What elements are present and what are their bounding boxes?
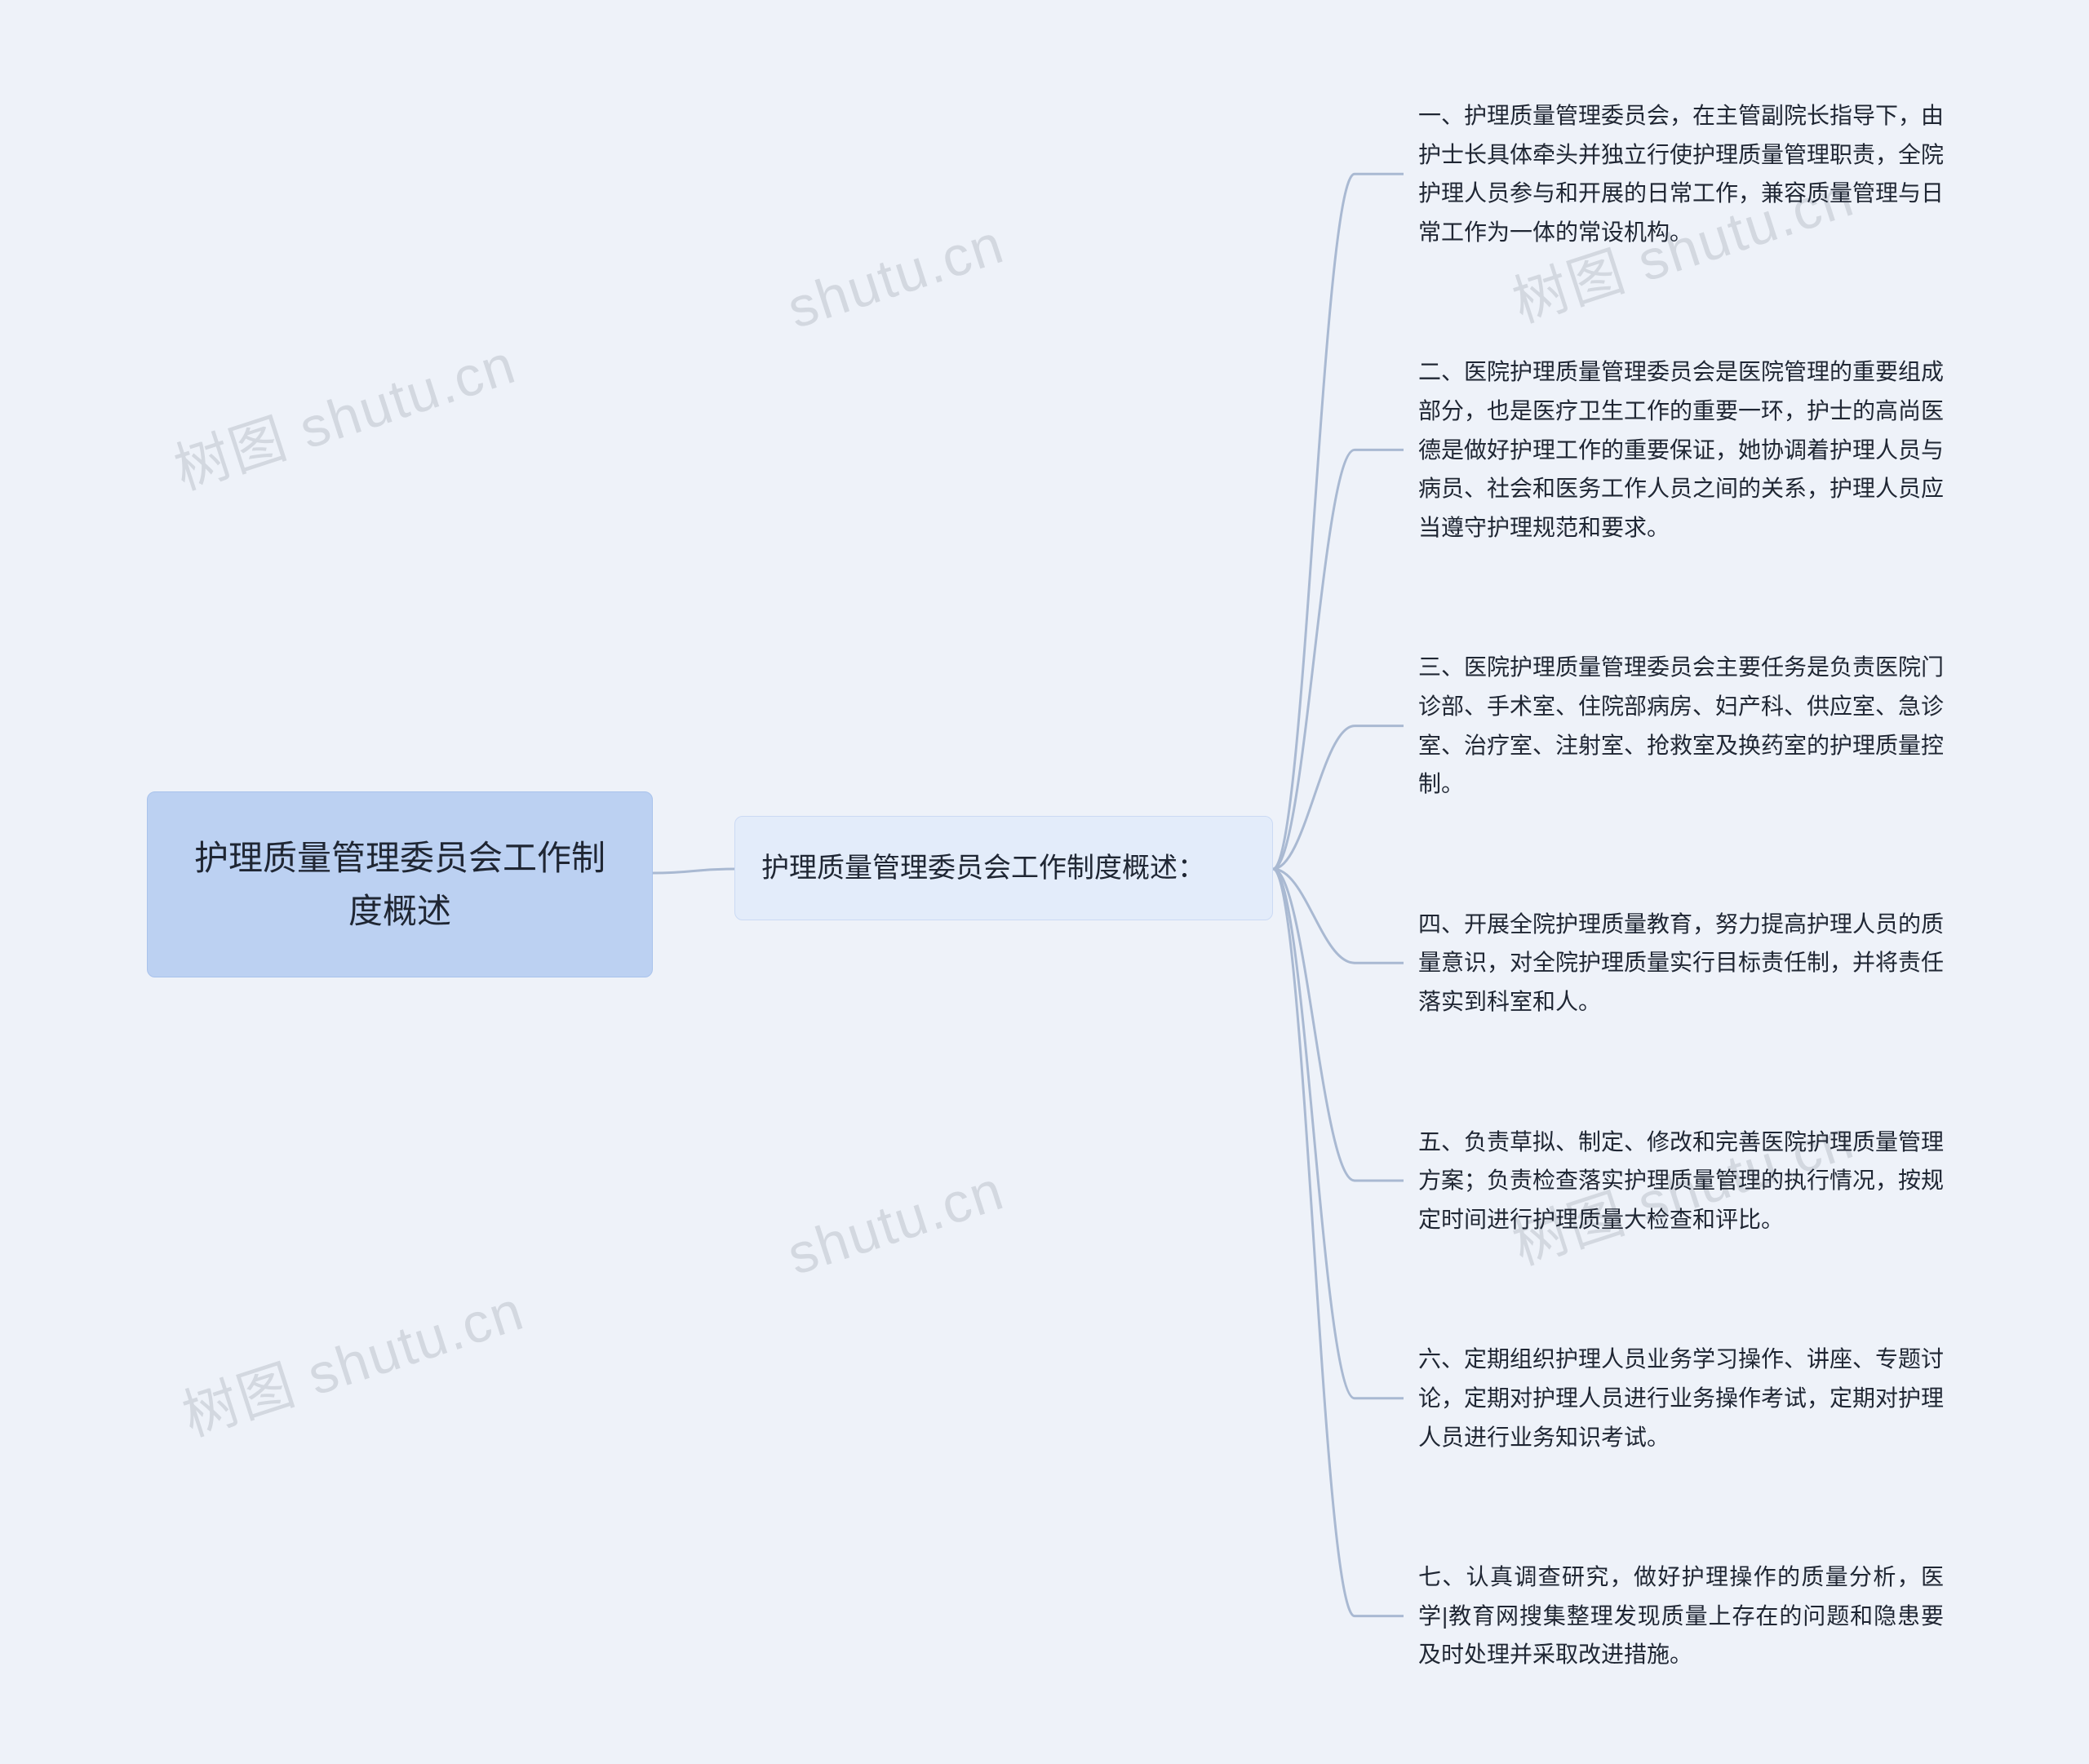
mid-node-text: 护理质量管理委员会工作制度概述： [761, 853, 1205, 884]
leaf-text: 三、医院护理质量管理委员会主要任务是负责医院门诊部、手术室、住院部病房、妇产科、… [1404, 633, 1958, 818]
leaf-node: 二、医院护理质量管理委员会是医院管理的重要组成部分，也是医疗卫生工作的重要一环，… [1404, 338, 1958, 561]
leaf-text: 六、定期组织护理人员业务学习操作、讲座、专题讨论，定期对护理人员进行业务操作考试… [1404, 1325, 1958, 1471]
root-node-text: 护理质量管理委员会工作制度概述 [194, 839, 605, 930]
mindmap-canvas: 树图 shutu.cn树图 shutu.cn树图 shutu.cn树图 shut… [0, 0, 2089, 1764]
watermark: shutu.cn [780, 1158, 1012, 1288]
root-node: 护理质量管理委员会工作制度概述 [147, 791, 653, 977]
leaf-text: 二、医院护理质量管理委员会是医院管理的重要组成部分，也是医疗卫生工作的重要一环，… [1404, 338, 1958, 561]
leaf-text: 一、护理质量管理委员会，在主管副院长指导下，由护士长具体牵头并独立行使护理质量管… [1404, 82, 1958, 266]
watermark: shutu.cn [780, 211, 1012, 341]
leaf-node: 五、负责草拟、制定、修改和完善医院护理质量管理方案；负责检查落实护理质量管理的执… [1404, 1108, 1958, 1254]
watermark: 树图 shutu.cn [162, 319, 524, 505]
leaf-text: 四、开展全院护理质量教育，努力提高护理人员的质量意识，对全院护理质量实行目标责任… [1404, 890, 1958, 1036]
leaf-text: 七、认真调查研究，做好护理操作的质量分析，医学|教育网搜集整理发现质量上存在的问… [1404, 1543, 1958, 1689]
leaf-node: 四、开展全院护理质量教育，努力提高护理人员的质量意识，对全院护理质量实行目标责任… [1404, 890, 1958, 1036]
watermark: 树图 shutu.cn [171, 1265, 532, 1452]
leaf-text: 五、负责草拟、制定、修改和完善医院护理质量管理方案；负责检查落实护理质量管理的执… [1404, 1108, 1958, 1254]
leaf-node: 七、认真调查研究，做好护理操作的质量分析，医学|教育网搜集整理发现质量上存在的问… [1404, 1543, 1958, 1689]
mid-node: 护理质量管理委员会工作制度概述： [734, 816, 1273, 920]
leaf-node: 三、医院护理质量管理委员会主要任务是负责医院门诊部、手术室、住院部病房、妇产科、… [1404, 633, 1958, 818]
leaf-node: 六、定期组织护理人员业务学习操作、讲座、专题讨论，定期对护理人员进行业务操作考试… [1404, 1325, 1958, 1471]
leaf-node: 一、护理质量管理委员会，在主管副院长指导下，由护士长具体牵头并独立行使护理质量管… [1404, 82, 1958, 266]
